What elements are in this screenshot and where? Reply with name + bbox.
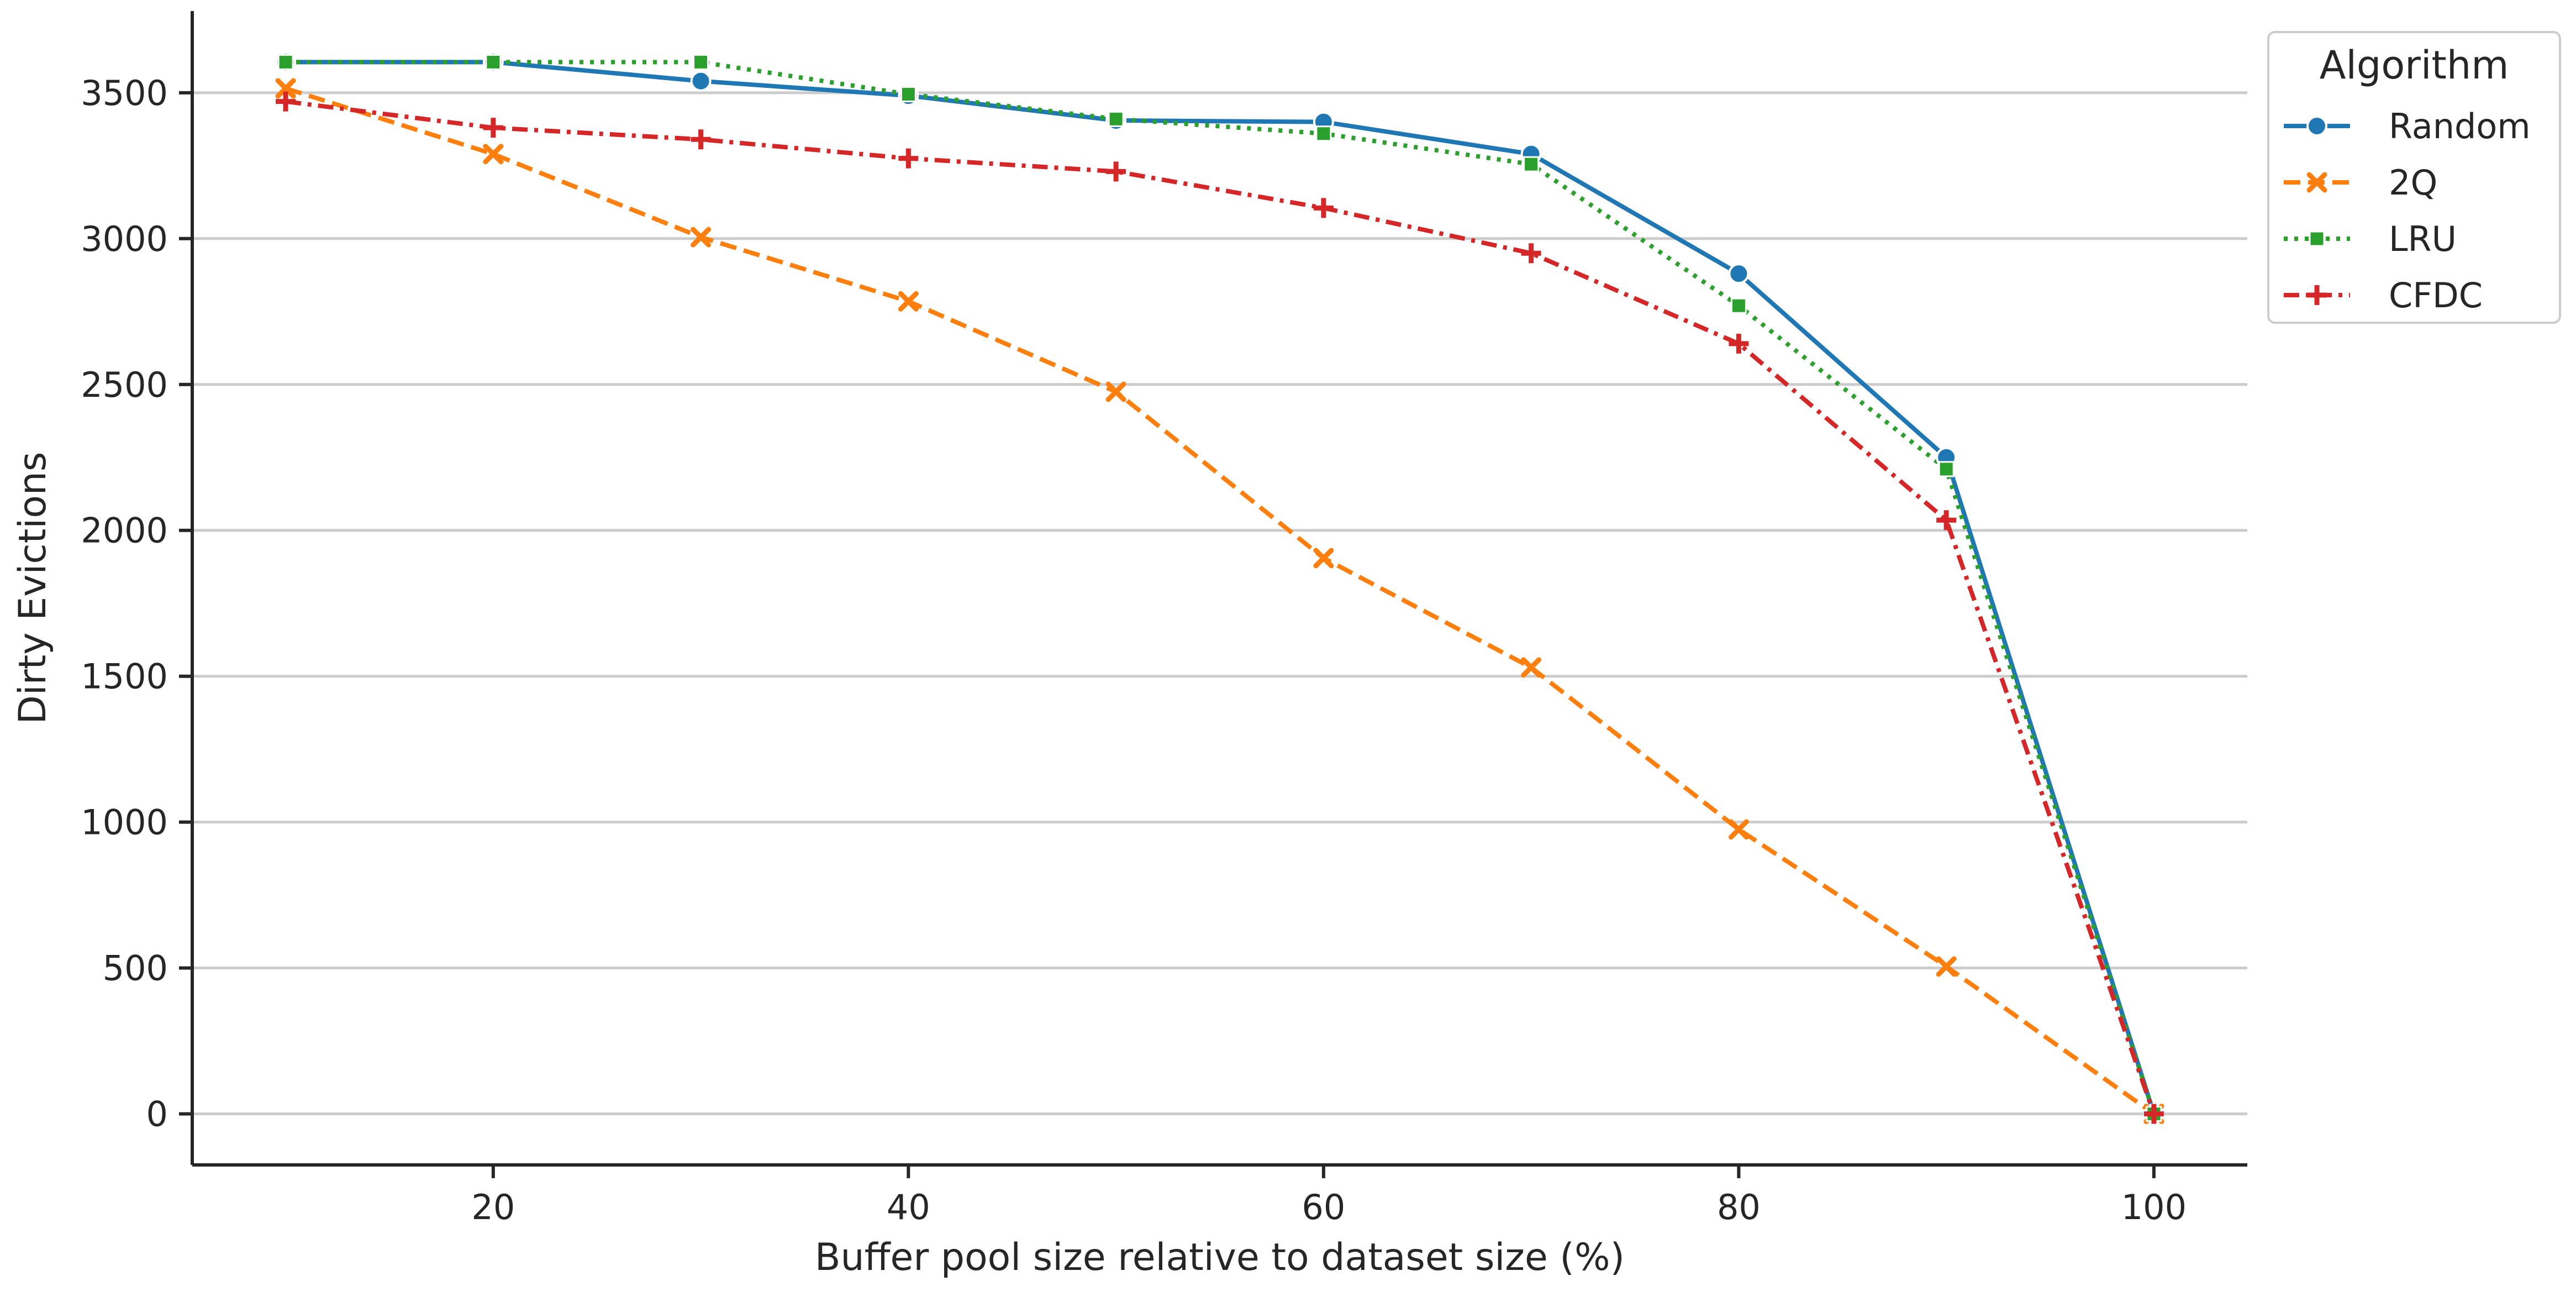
data-point-2q — [1521, 657, 1542, 678]
data-point-cfdc — [2143, 1104, 2164, 1124]
x-tick-label: 60 — [1302, 1187, 1345, 1227]
legend-box — [2267, 31, 2561, 324]
data-point-2q — [275, 78, 296, 99]
data-point-cfdc — [1729, 333, 1749, 354]
data-point-cfdc — [898, 148, 919, 169]
y-tick-label: 0 — [146, 1094, 168, 1135]
data-point-lru — [1108, 111, 1124, 127]
legend-swatch-marker — [2309, 230, 2325, 247]
legend-label: Random — [2389, 106, 2531, 146]
y-tick-label: 500 — [103, 948, 168, 989]
data-point-2q — [483, 144, 504, 165]
data-point-cfdc — [691, 129, 711, 150]
legend-items: Random 2Q LRU CFDC — [2284, 106, 2531, 316]
data-point-lru — [1730, 297, 1747, 314]
ticks: 0 500 1000 1500 2000 2500 3000 3500 20 40 60 80 100 — [81, 73, 2187, 1227]
data-point-random — [690, 70, 712, 92]
data-point-2q — [1936, 956, 1957, 977]
gridlines — [192, 91, 2247, 1116]
x-tick-label: 20 — [471, 1187, 515, 1227]
legend-item-lru: LRU — [2284, 219, 2457, 259]
y-tick-label: 2000 — [81, 511, 168, 551]
legend-item-random: Random — [2284, 106, 2531, 146]
legend-swatch-marker — [2307, 285, 2327, 305]
axes — [191, 11, 2247, 1167]
y-tick-label: 2500 — [81, 365, 168, 405]
series-line-2q — [285, 86, 2156, 1116]
data-point-cfdc — [483, 118, 503, 138]
x-tick-label: 80 — [1717, 1187, 1761, 1227]
data-point-lru — [1938, 461, 1955, 477]
data-point-cfdc — [1521, 243, 1541, 264]
legend-label: 2Q — [2389, 162, 2437, 203]
data-point-cfdc — [1106, 161, 1126, 182]
data-point-cfdc — [276, 91, 296, 112]
data-point-cfdc — [1313, 198, 1334, 218]
y-tick-label: 1000 — [81, 802, 168, 843]
data-point-random — [1728, 263, 1750, 285]
data-point-2q — [691, 227, 712, 248]
data-point-lru — [485, 54, 502, 70]
data-point-2q — [898, 291, 919, 312]
legend: Algorithm Random 2Q LRU CFDC — [2267, 31, 2561, 324]
series-line-lru — [286, 60, 2156, 1115]
x-axis-title: Buffer pool size relative to dataset siz… — [815, 1236, 1625, 1279]
legend-title: Algorithm — [2320, 43, 2509, 88]
data-point-lru — [1315, 125, 1332, 142]
series-line-cfdc — [285, 99, 2156, 1115]
legend-label: CFDC — [2389, 275, 2483, 316]
y-tick-label: 3000 — [81, 219, 168, 259]
y-axis-title: Dirty Evictions — [11, 452, 55, 724]
series-lines — [285, 60, 2156, 1116]
data-point-2q — [1313, 548, 1334, 569]
data-point-lru — [277, 54, 294, 70]
legend-item-cfdc: CFDC — [2284, 275, 2483, 316]
data-point-lru — [1523, 156, 1540, 172]
x-tick-label: 40 — [887, 1187, 930, 1227]
y-tick-label: 3500 — [81, 73, 168, 113]
data-point-cfdc — [1936, 510, 1957, 531]
series-line-random — [286, 60, 2156, 1115]
data-point-lru — [693, 54, 709, 70]
data-point-lru — [900, 86, 916, 102]
x-tick-label: 100 — [2121, 1187, 2187, 1227]
legend-label: LRU — [2389, 219, 2457, 259]
legend-item-2q: 2Q — [2284, 162, 2437, 203]
data-point-2q — [1105, 381, 1126, 402]
legend-swatch-marker — [2306, 172, 2327, 193]
data-point-2q — [1728, 819, 1749, 840]
y-tick-label: 1500 — [81, 657, 168, 697]
legend-swatch-marker — [2306, 115, 2327, 136]
series-markers — [275, 51, 2164, 1125]
